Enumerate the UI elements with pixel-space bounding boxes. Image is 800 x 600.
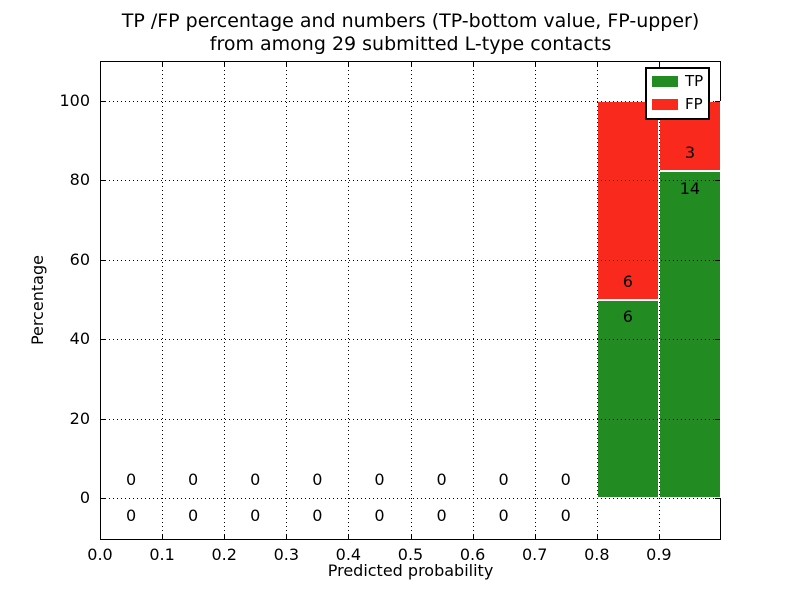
fp-count-label: 0 [188, 470, 199, 490]
gridline-x-0.8 [596, 62, 598, 539]
x-tick-top [658, 62, 660, 67]
fp-count-label: 0 [312, 470, 323, 490]
gridline-x-0.2 [224, 62, 226, 539]
x-axis-label: Predicted probability [327, 561, 494, 580]
y-tick-label: 20 [69, 408, 90, 428]
tp-count-label: 0 [250, 506, 261, 526]
x-tick-bottom [348, 534, 350, 539]
x-tick-top [224, 62, 226, 67]
y-tick-right [715, 418, 720, 420]
y-tick-right [715, 259, 720, 261]
x-tick-top [410, 62, 412, 67]
fp-count-label: 0 [374, 470, 385, 490]
y-tick-label: 0 [79, 488, 90, 508]
bar-tp-segment [596, 299, 659, 499]
x-tick-bottom [472, 534, 474, 539]
gridline-x-0.6 [472, 62, 474, 539]
y-tick-right [715, 100, 720, 102]
y-tick-label: 40 [69, 329, 90, 349]
chart-title-line1: TP /FP percentage and numbers (TP-bottom… [121, 10, 700, 32]
gridline-x-0.3 [286, 62, 288, 539]
x-tick-top [472, 62, 474, 67]
y-tick-label: 60 [69, 249, 90, 269]
y-tick-left [101, 339, 106, 341]
gridline-x-0.5 [410, 62, 412, 539]
x-tick-top [286, 62, 288, 67]
tp-count-label: 14 [679, 178, 701, 198]
legend: TP FP [645, 67, 711, 120]
y-tick-right [715, 180, 720, 182]
y-tick-left [101, 498, 106, 500]
x-tick-label: 0.0 [87, 545, 113, 564]
bar-tp-segment [658, 170, 721, 499]
tp-count-label: 6 [622, 307, 633, 327]
x-tick-top [534, 62, 536, 67]
tp-count-label: 0 [125, 506, 137, 526]
y-axis-label: Percentage [28, 255, 47, 346]
x-tick-label: 0.7 [521, 545, 548, 564]
x-tick-top [162, 62, 164, 67]
legend-swatch-fp [652, 99, 678, 110]
bar-fp-segment [596, 100, 659, 300]
tp-count-label: 0 [312, 506, 323, 526]
x-tick-label: 0.9 [646, 545, 672, 564]
tp-count-label: 0 [374, 506, 385, 526]
x-tick-label: 0.8 [584, 545, 610, 564]
fp-count-label: 3 [684, 143, 696, 163]
legend-row-fp: FP [652, 97, 703, 112]
x-tick-label: 0.2 [211, 545, 237, 564]
chart-title: TP /FP percentage and numbers (TP-bottom… [100, 10, 721, 56]
legend-row-tp: TP [652, 74, 703, 89]
x-tick-label: 0.3 [273, 545, 300, 564]
tp-count-label: 0 [436, 506, 447, 526]
fp-count-label: 0 [560, 470, 571, 490]
y-tick-right [715, 498, 720, 500]
x-tick-bottom [100, 534, 101, 539]
x-tick-label: 0.4 [335, 545, 362, 564]
x-tick-top [100, 62, 101, 67]
x-tick-bottom [286, 534, 288, 539]
gridline-x-0.1 [162, 62, 164, 539]
x-tick-label: 0.5 [397, 545, 424, 564]
legend-label: FP [685, 95, 703, 113]
x-tick-bottom [410, 534, 412, 539]
x-tick-bottom [658, 534, 660, 539]
fp-count-label: 0 [436, 470, 447, 490]
tp-count-label: 0 [560, 506, 571, 526]
y-tick-left [101, 418, 106, 420]
chart-title-line2: from among 29 submitted L-type contacts [209, 33, 612, 55]
fp-count-label: 0 [125, 470, 137, 490]
y-tick-label: 80 [69, 170, 90, 190]
tp-count-label: 0 [188, 506, 199, 526]
x-tick-top [348, 62, 350, 67]
y-tick-right [715, 339, 720, 341]
fp-count-label: 0 [250, 470, 261, 490]
x-tick-bottom [162, 534, 164, 539]
gridline-x-0.9 [658, 62, 660, 539]
tp-count-label: 0 [498, 506, 509, 526]
x-tick-bottom [534, 534, 536, 539]
y-tick-left [101, 259, 106, 261]
y-tick-left [101, 100, 106, 102]
fp-count-label: 0 [498, 470, 509, 490]
x-tick-top [596, 62, 598, 67]
legend-swatch-tp [652, 76, 678, 87]
x-tick-bottom [596, 534, 598, 539]
x-tick-bottom [224, 534, 226, 539]
fp-count-label: 6 [622, 271, 633, 291]
x-tick-label: 0.6 [459, 545, 486, 564]
legend-label: TP [685, 72, 704, 90]
x-tick-label: 0.1 [149, 545, 175, 564]
y-tick-label: 100 [59, 90, 90, 110]
y-tick-left [101, 180, 106, 182]
gridline-x-0.4 [348, 62, 350, 539]
gridline-x-0.7 [534, 62, 536, 539]
